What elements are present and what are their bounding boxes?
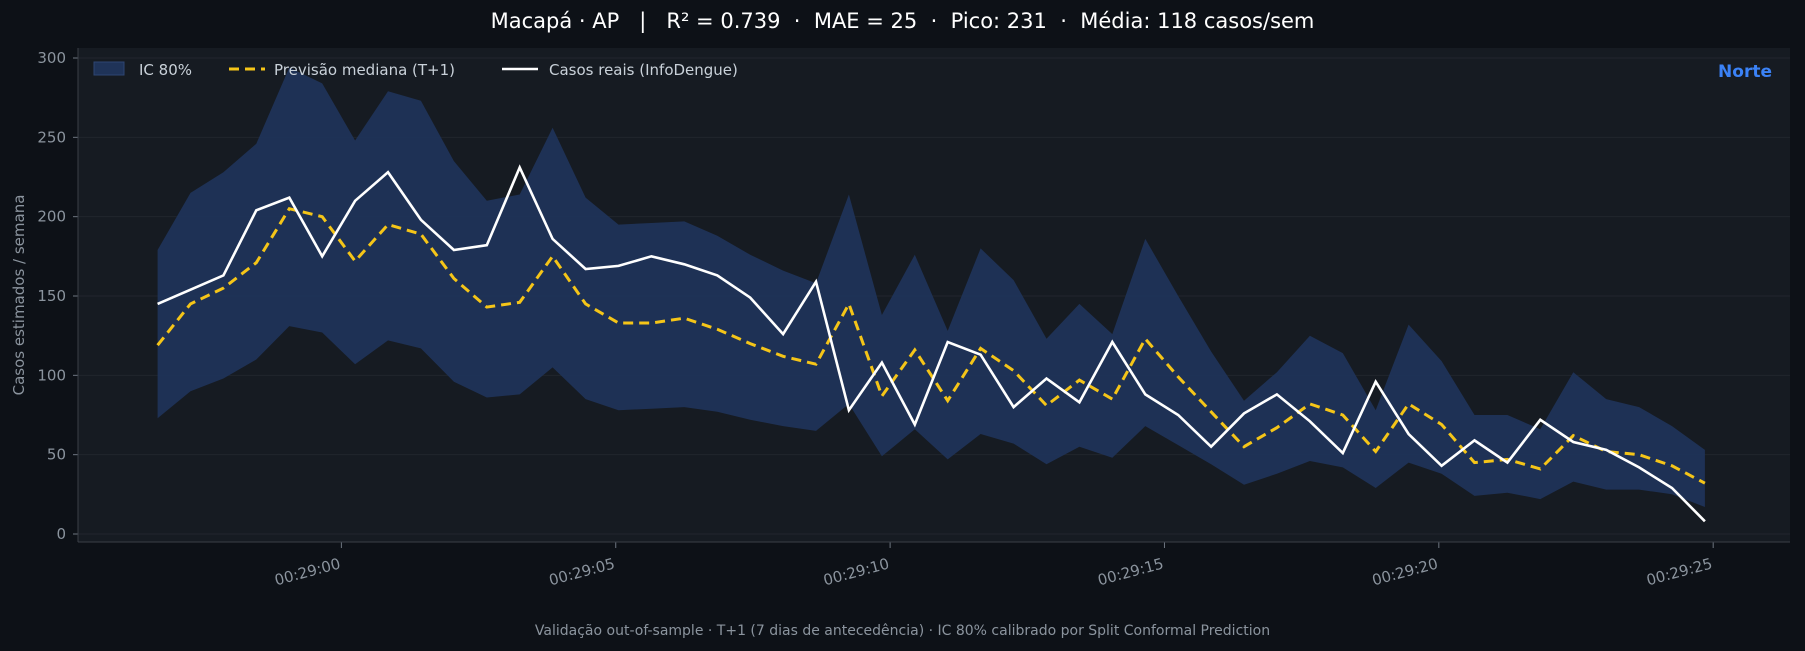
legend: IC 80% Previsão mediana (T+1) Casos reai… (93, 61, 738, 79)
legend-actual-label: Casos reais (InfoDengue) (549, 61, 738, 79)
legend-median-label: Previsão mediana (T+1) (274, 61, 455, 79)
actual-cases-line (157, 164, 1706, 523)
y-axis-label: Casos estimados / semana (10, 195, 28, 396)
y-tick-label: 150 (37, 287, 66, 305)
y-tick-label: 50 (47, 446, 66, 464)
x-tick-label: 00:29:00 (273, 554, 343, 589)
chart-title: Macapá · AP | R² = 0.739 · MAE = 25 · Pi… (490, 9, 1315, 33)
confidence-band (157, 67, 1705, 507)
x-tick-label: 00:29:20 (1370, 554, 1440, 589)
legend-band-label: IC 80% (139, 61, 192, 79)
x-tick-label: 00:29:05 (547, 554, 617, 589)
y-tick-label: 100 (37, 366, 66, 384)
region-label: Norte (1718, 62, 1772, 82)
x-tick-label: 00:29:15 (1096, 554, 1166, 589)
x-tick-label: 00:29:10 (821, 554, 891, 589)
median-forecast-line (156, 206, 1706, 485)
y-axis-ticks: 0 50 100 150 200 250 300 (37, 49, 78, 543)
y-tick-label: 200 (37, 208, 66, 226)
x-tick-label: 00:29:25 (1644, 554, 1714, 589)
y-tick-label: 0 (56, 525, 66, 543)
y-tick-label: 300 (37, 49, 66, 67)
y-tick-label: 250 (37, 128, 66, 146)
footer-note: Validação out-of-sample · T+1 (7 dias de… (534, 623, 1271, 639)
x-axis-ticks: 00:29:00 00:29:05 00:29:10 00:29:15 00:29:20… (273, 542, 1714, 589)
legend-band-swatch (93, 61, 125, 76)
